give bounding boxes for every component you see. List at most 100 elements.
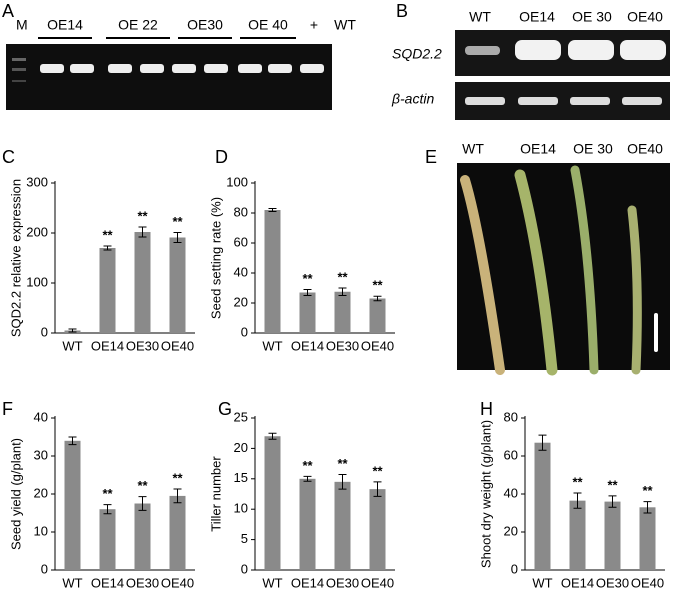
lane-label: + bbox=[310, 17, 318, 33]
lane-label: WT bbox=[334, 17, 356, 33]
y-tick-label: 300 bbox=[26, 174, 48, 189]
panel-label: H bbox=[480, 399, 493, 419]
bar bbox=[134, 232, 151, 333]
x-tick-label: OE14 bbox=[561, 575, 594, 590]
x-tick-label: WT bbox=[62, 575, 82, 590]
y-tick-label: 25 bbox=[234, 409, 248, 424]
y-tick-label: 100 bbox=[26, 274, 48, 289]
x-tick-label: OE40 bbox=[161, 338, 194, 353]
lane-label: OE40 bbox=[627, 9, 663, 25]
y-tick-label: 0 bbox=[511, 561, 518, 576]
error-bar bbox=[268, 432, 277, 440]
error-bar bbox=[173, 232, 182, 243]
error-bar bbox=[103, 245, 112, 251]
significance-label: ** bbox=[302, 271, 313, 286]
error-bar bbox=[573, 492, 582, 509]
significance-label: ** bbox=[372, 463, 383, 478]
y-tick-label: 10 bbox=[234, 501, 248, 516]
bar bbox=[169, 237, 186, 333]
bar bbox=[334, 291, 351, 333]
bar bbox=[369, 298, 386, 333]
x-tick-label: WT bbox=[262, 575, 282, 590]
error-bar bbox=[373, 481, 382, 497]
bar bbox=[99, 248, 116, 333]
y-tick-label: 20 bbox=[234, 440, 248, 455]
y-tick-label: 40 bbox=[234, 264, 248, 279]
error-bar bbox=[538, 434, 547, 451]
lane-label: OE 30 bbox=[573, 141, 613, 157]
x-tick-label: OE30 bbox=[126, 338, 159, 353]
bar bbox=[64, 440, 81, 570]
bar bbox=[169, 495, 186, 570]
y-tick-label: 80 bbox=[234, 204, 248, 219]
significance-label: ** bbox=[137, 478, 148, 493]
significance-label: ** bbox=[337, 456, 348, 471]
panel-label: C bbox=[2, 147, 15, 167]
y-tick-label: 5 bbox=[241, 531, 248, 546]
y-tick-label: 60 bbox=[504, 447, 518, 462]
x-tick-label: OE14 bbox=[291, 338, 324, 353]
y-axis-label: SQD2.2 relative expression bbox=[8, 179, 23, 337]
panel-label: F bbox=[2, 399, 13, 419]
y-tick-label: 0 bbox=[41, 561, 48, 576]
significance-label: ** bbox=[607, 477, 618, 492]
y-tick-label: 0 bbox=[41, 324, 48, 339]
panicles bbox=[460, 165, 658, 376]
row-label: β-actin bbox=[391, 91, 434, 107]
bar bbox=[639, 507, 656, 570]
y-tick-label: 20 bbox=[504, 523, 518, 538]
lane-label: OE 30 bbox=[572, 9, 612, 25]
significance-label: ** bbox=[172, 214, 183, 229]
y-tick-label: 80 bbox=[504, 409, 518, 424]
y-axis-label: Seed setting rate (%) bbox=[208, 197, 223, 319]
lane-label: OE14 bbox=[520, 141, 556, 157]
bar bbox=[99, 509, 116, 570]
bar bbox=[369, 489, 386, 570]
x-tick-label: OE30 bbox=[326, 575, 359, 590]
y-tick-label: 20 bbox=[234, 294, 248, 309]
bar bbox=[334, 481, 351, 570]
y-tick-label: 15 bbox=[234, 470, 248, 485]
lane-label: OE14 bbox=[519, 9, 555, 25]
panel-label: D bbox=[215, 147, 228, 167]
bar bbox=[569, 500, 586, 570]
y-tick-label: 40 bbox=[504, 485, 518, 500]
y-axis-label: Tiller number bbox=[208, 456, 223, 532]
x-tick-label: OE14 bbox=[291, 575, 324, 590]
x-tick-label: OE40 bbox=[361, 338, 394, 353]
x-tick-label: OE14 bbox=[91, 575, 124, 590]
x-tick-label: OE40 bbox=[161, 575, 194, 590]
significance-label: ** bbox=[337, 269, 348, 284]
x-tick-label: OE30 bbox=[326, 338, 359, 353]
bar bbox=[134, 503, 151, 570]
bar bbox=[264, 210, 281, 333]
x-tick-label: OE14 bbox=[91, 338, 124, 353]
error-bar bbox=[303, 289, 312, 296]
error-bar bbox=[173, 488, 182, 504]
bar bbox=[534, 442, 551, 570]
x-tick-label: WT bbox=[262, 338, 282, 353]
lane-label: WT bbox=[469, 9, 491, 25]
y-tick-label: 10 bbox=[34, 523, 48, 538]
y-tick-label: 20 bbox=[34, 485, 48, 500]
panel-label: G bbox=[218, 399, 232, 419]
x-tick-label: OE40 bbox=[361, 575, 394, 590]
error-bar bbox=[608, 495, 617, 508]
error-bar bbox=[68, 328, 77, 333]
significance-label: ** bbox=[302, 458, 313, 473]
error-bar bbox=[303, 475, 312, 482]
significance-label: ** bbox=[642, 483, 653, 498]
y-tick-label: 60 bbox=[234, 234, 248, 249]
bar bbox=[264, 436, 281, 570]
bar bbox=[299, 478, 316, 570]
x-tick-label: WT bbox=[62, 338, 82, 353]
lane-label: OE40 bbox=[627, 141, 663, 157]
x-tick-label: OE40 bbox=[631, 575, 664, 590]
error-bar bbox=[68, 436, 77, 446]
y-axis-label: Seed yield (g/plant) bbox=[8, 438, 23, 550]
gel-image bbox=[6, 44, 332, 110]
x-tick-label: OE30 bbox=[126, 575, 159, 590]
error-bar bbox=[138, 226, 147, 238]
lane-label: WT bbox=[462, 141, 484, 157]
